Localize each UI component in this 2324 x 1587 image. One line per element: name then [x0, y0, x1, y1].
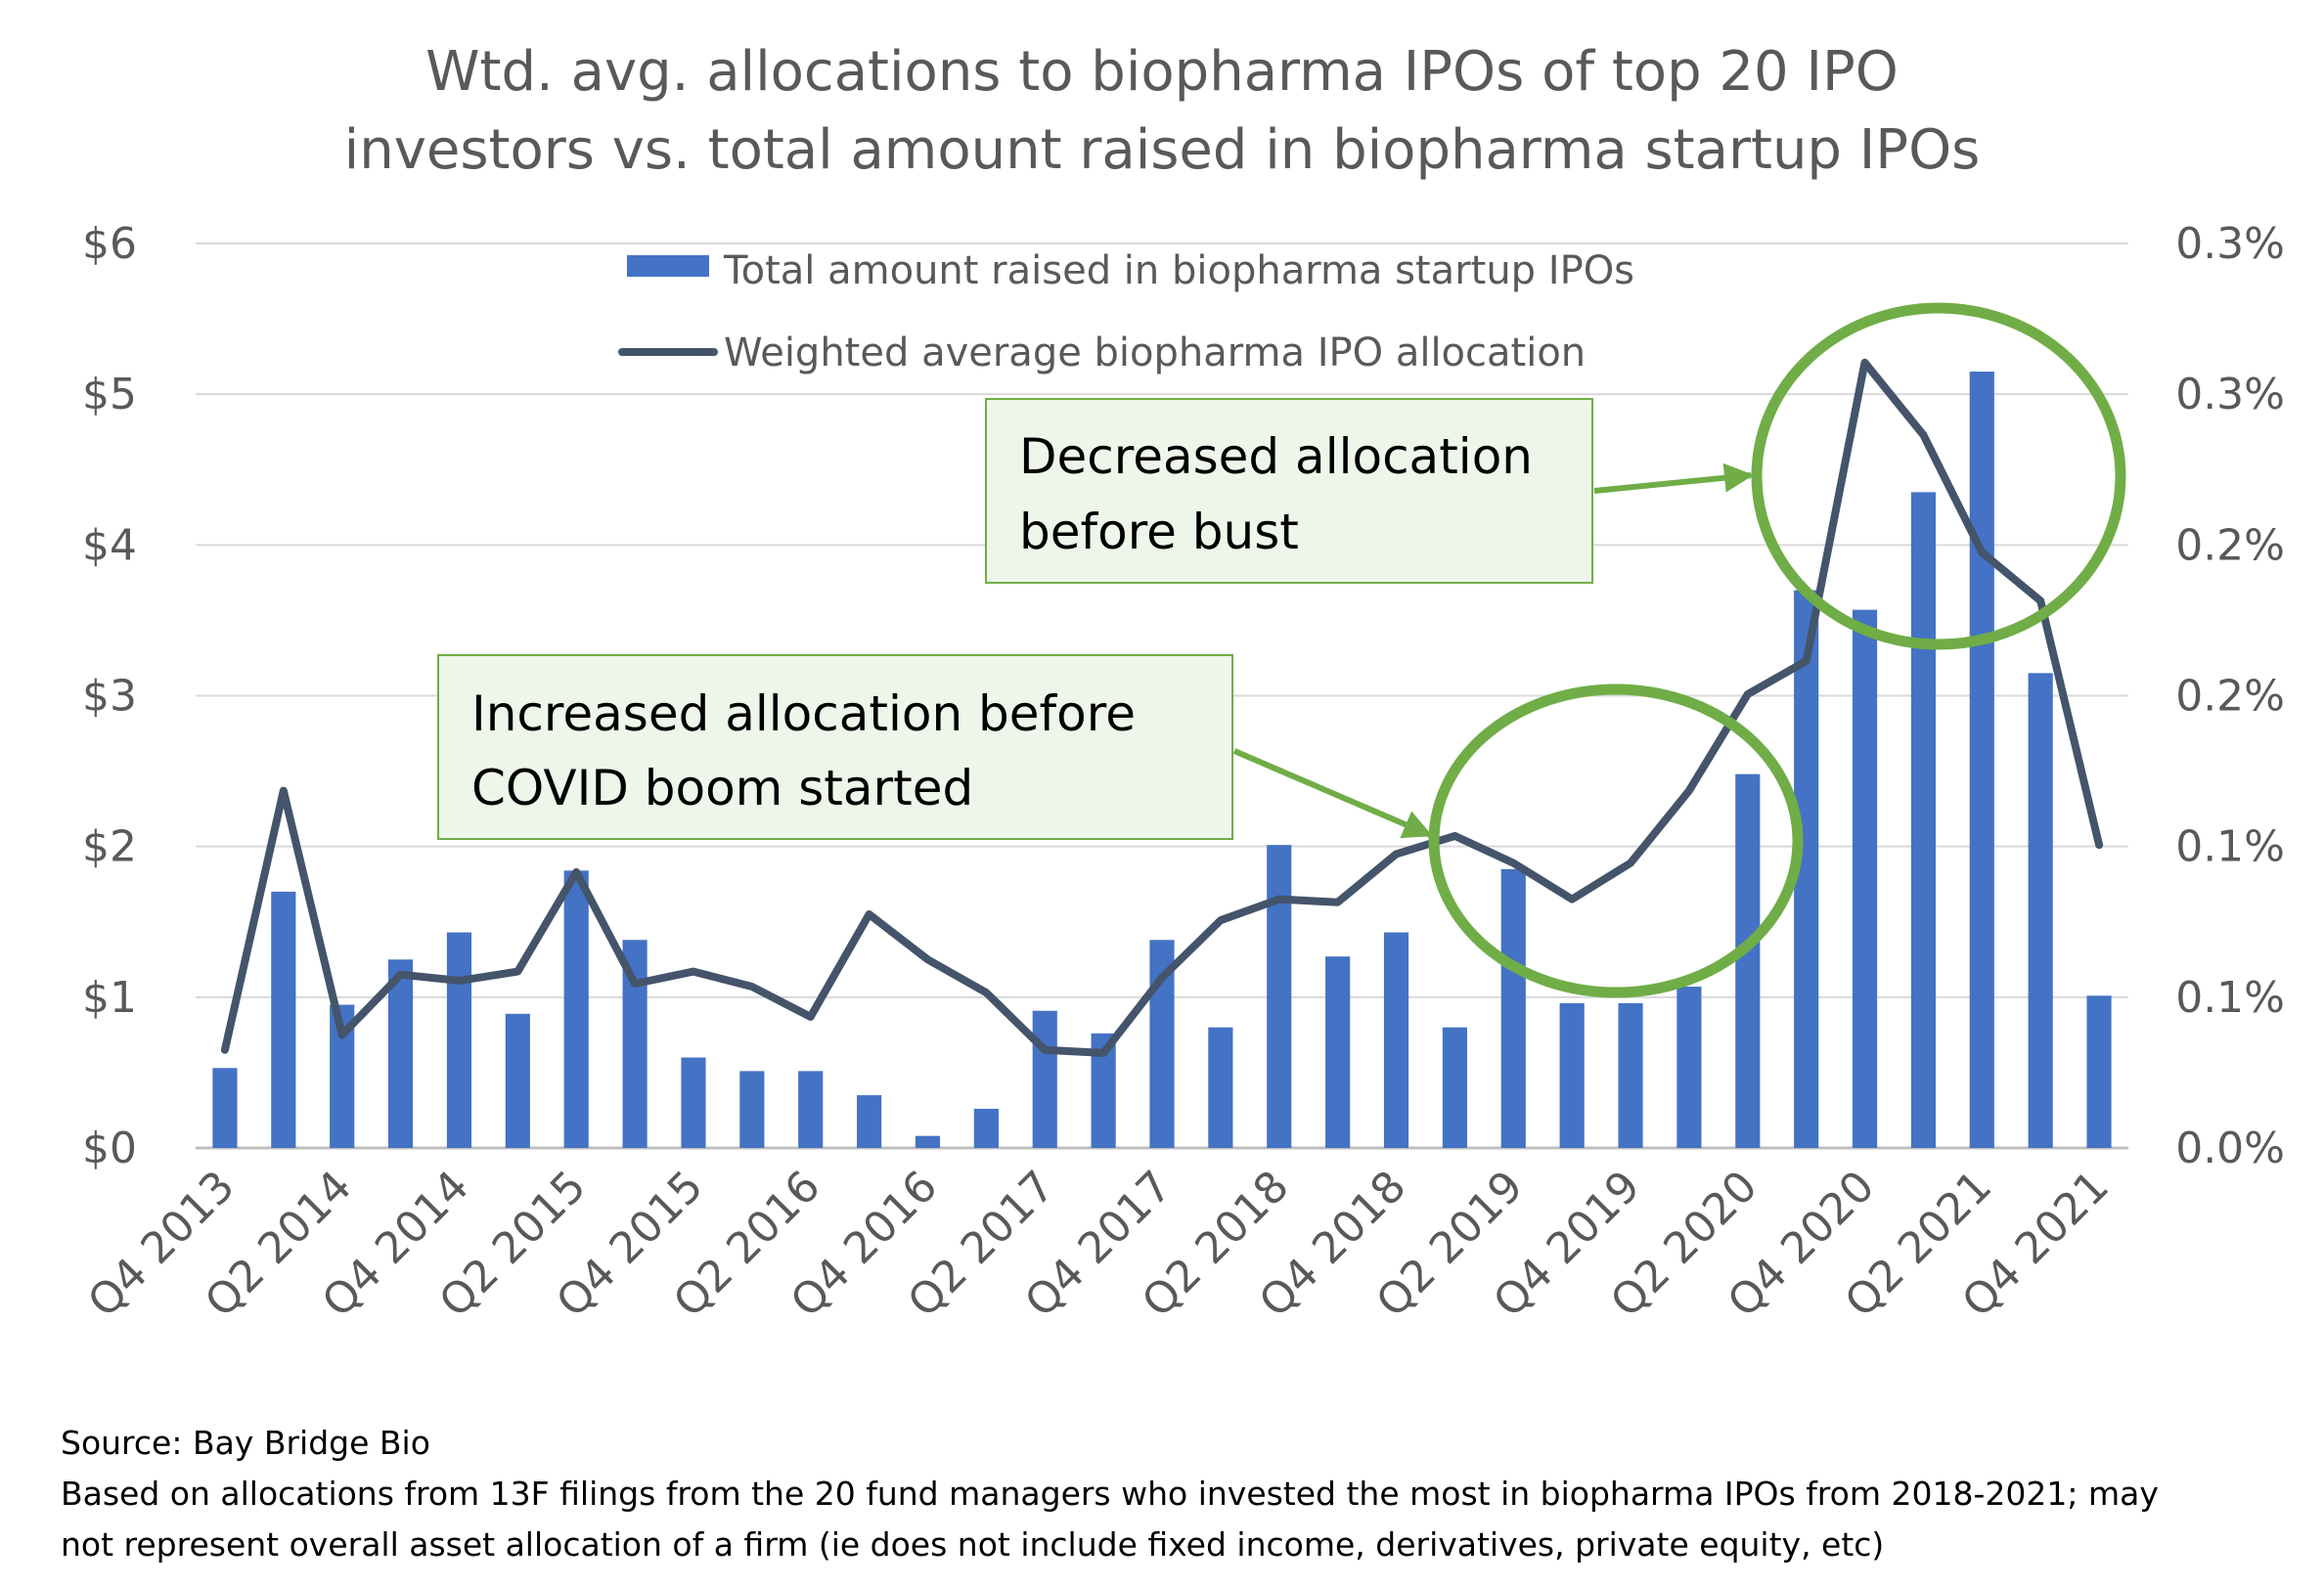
line-series: [220, 358, 2104, 1057]
right-y-tick-label: 0.1%: [2175, 973, 2285, 1023]
annotation-increased-line-2: COVID boom started: [471, 760, 973, 816]
annotation-increased: Increased allocation before COVID boom s…: [437, 654, 1433, 840]
bar: [1969, 372, 1994, 1149]
bar: [212, 1068, 238, 1148]
legend-bar-swatch: [627, 255, 709, 277]
right-y-tick-label: 0.2%: [2175, 520, 2285, 570]
highlight-circle-2021: [1751, 302, 2126, 650]
bar: [1676, 987, 1702, 1148]
bar: [1325, 956, 1351, 1148]
annotation-increased-line-1: Increased allocation before: [471, 685, 1136, 742]
legend-line-label: Weighted average biopharma IPO allocatio…: [724, 331, 1586, 375]
bar: [1208, 1027, 1233, 1148]
bar: [681, 1057, 706, 1148]
bar: [388, 959, 414, 1148]
bar: [446, 932, 472, 1148]
annotation-increased-arrow: [1232, 748, 1433, 839]
bar: [1735, 773, 1761, 1148]
right-y-tick-label: 0.1%: [2175, 822, 2285, 872]
bar: [1383, 932, 1409, 1148]
bar: [271, 891, 296, 1148]
bar: [1559, 1003, 1585, 1148]
bar: [1442, 1027, 1467, 1148]
bar: [973, 1108, 999, 1148]
right-y-tick-label: 0.2%: [2175, 672, 2285, 722]
annotation-decreased-arrow: [1593, 463, 1754, 494]
allocation-line: [220, 358, 2104, 1057]
footnote-line-1: Based on allocations from 13F filings fr…: [61, 1475, 2159, 1513]
chart-title-line-1: Wtd. avg. allocations to biopharma IPOs …: [425, 40, 1899, 104]
bar: [563, 870, 589, 1148]
bar: [1032, 1010, 1057, 1148]
right-y-tick-label: 0.3%: [2175, 370, 2285, 419]
bar: [1267, 845, 1292, 1148]
bar: [505, 1013, 530, 1148]
legend-bar-label: Total amount raised in biopharma startup…: [723, 248, 1634, 293]
left-y-tick-label: $4: [82, 520, 137, 570]
left-y-tick-label: $3: [82, 672, 137, 722]
annotation-decreased: Decreased allocation before bust: [985, 398, 1754, 584]
bar: [2028, 673, 2053, 1148]
left-y-tick-label: $5: [82, 370, 137, 419]
bar: [1500, 868, 1526, 1148]
legend: Total amount raised in biopharma startup…: [618, 248, 1634, 375]
left-y-tick-label: $0: [82, 1124, 137, 1173]
annotation-decreased-line-2: before bust: [1019, 504, 1299, 560]
bar: [1910, 492, 1936, 1148]
footer: Source: Bay Bridge Bio Based on allocati…: [61, 1418, 2291, 1570]
chart: Wtd. avg. allocations to biopharma IPOs …: [78, 40, 2285, 1327]
bar: [857, 1095, 882, 1148]
left-y-axis: $0 $1 $2 $3 $4 $5 $6: [82, 219, 137, 1173]
bar: [1618, 1003, 1643, 1148]
annotation-increased-box: [437, 654, 1233, 840]
bar: [915, 1135, 941, 1148]
left-y-tick-label: $6: [82, 219, 137, 269]
chart-title-line-2: investors vs. total amount raised in bio…: [344, 118, 1981, 182]
right-y-tick-label: 0.3%: [2175, 219, 2285, 269]
annotation-decreased-box: [985, 398, 1593, 584]
source-text: Source: Bay Bridge Bio: [61, 1424, 430, 1462]
left-y-tick-label: $2: [82, 822, 137, 872]
bar-series: [212, 372, 2112, 1149]
footnote-line-2: not represent overall asset allocation o…: [61, 1525, 1885, 1564]
right-y-tick-label: 0.0%: [2175, 1124, 2285, 1173]
bar: [739, 1071, 765, 1148]
bar: [2086, 995, 2112, 1148]
annotation-decreased-line-1: Decreased allocation: [1019, 428, 1533, 485]
left-y-tick-label: $1: [82, 973, 137, 1023]
bar: [798, 1071, 824, 1148]
highlight-circle-2019: [1428, 683, 1804, 998]
bar: [1852, 609, 1878, 1148]
right-y-axis: 0.0% 0.1% 0.1% 0.2% 0.2% 0.3% 0.3%: [2175, 219, 2285, 1173]
